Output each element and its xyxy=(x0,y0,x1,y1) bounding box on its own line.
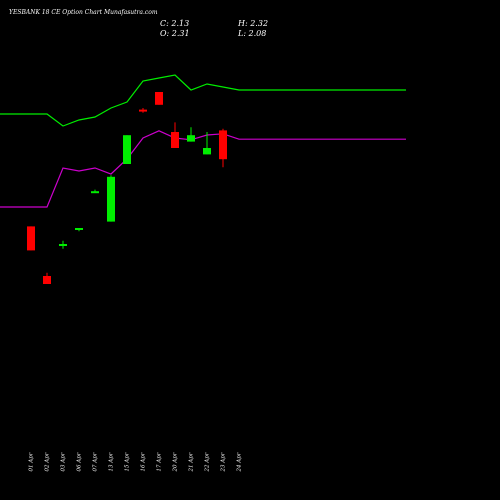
indicator-line-2 xyxy=(0,130,406,208)
candle-body xyxy=(171,132,179,148)
candle-body xyxy=(155,92,163,105)
chart-title: YESBANK 18 CE Option Chart Munafasutra.c… xyxy=(9,9,158,16)
x-tick-label: 15 Apr xyxy=(125,452,131,471)
x-tick-label: 01 Apr xyxy=(29,452,35,471)
indicator-line-1 xyxy=(0,74,406,127)
x-tick-label: 17 Apr xyxy=(157,452,163,471)
candle-body xyxy=(203,148,211,155)
high-value: H: 2.32 xyxy=(238,19,269,28)
candle-body xyxy=(139,109,147,112)
x-tick-label: 06 Apr xyxy=(77,452,83,471)
x-tick-label: 21 Apr xyxy=(189,452,195,472)
candle-body xyxy=(75,228,83,230)
x-tick-label: 03 Apr xyxy=(61,452,67,471)
candle-body xyxy=(219,130,227,160)
close-value: C: 2.13 xyxy=(160,19,190,28)
x-tick-label: 13 Apr xyxy=(109,452,115,471)
x-tick-label: 07 Apr xyxy=(93,452,99,471)
x-tick-label: 02 Apr xyxy=(45,452,51,471)
x-tick-label: 22 Apr xyxy=(205,452,211,472)
candle-body xyxy=(187,135,195,142)
candle-body xyxy=(123,135,131,164)
candle-body xyxy=(59,244,67,246)
candle-body xyxy=(43,276,51,284)
x-tick-label: 24 Apr xyxy=(237,452,243,472)
x-tick-label: 20 Apr xyxy=(173,452,179,472)
candle-body xyxy=(107,176,115,222)
x-tick-label: 23 Apr xyxy=(221,452,227,472)
candle-body xyxy=(27,226,35,251)
x-tick-label: 16 Apr xyxy=(141,452,147,471)
low-value: L: 2.08 xyxy=(238,29,267,38)
open-value: O: 2.31 xyxy=(160,29,190,38)
candle-body xyxy=(91,191,99,194)
